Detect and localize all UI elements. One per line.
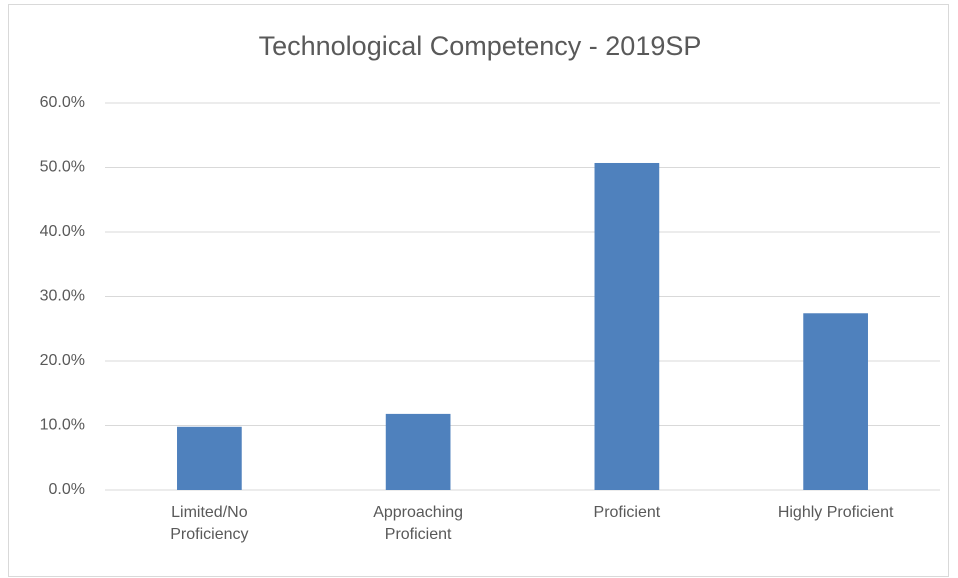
y-tick-label: 20.0% <box>40 352 85 369</box>
bar <box>594 162 660 491</box>
y-tick-label: 0.0% <box>49 481 85 498</box>
bar <box>803 313 868 490</box>
x-tick-label: Approaching Proficient <box>373 504 464 543</box>
bar <box>385 413 451 490</box>
x-tick-label: Limited/No Proficiency <box>170 504 249 543</box>
x-tick-label: Highly Proficient <box>777 504 894 521</box>
y-tick-label: 10.0% <box>40 417 85 434</box>
y-tick-label: 50.0% <box>40 159 85 176</box>
bar <box>177 426 242 490</box>
chart-title: Technological Competency - 2019SP <box>259 31 702 61</box>
y-tick-label: 40.0% <box>40 223 85 240</box>
chart-frame <box>8 4 949 577</box>
y-tick-label: 30.0% <box>40 288 85 305</box>
y-tick-label: 60.0% <box>40 94 85 111</box>
x-tick-label: Proficient <box>593 504 661 521</box>
